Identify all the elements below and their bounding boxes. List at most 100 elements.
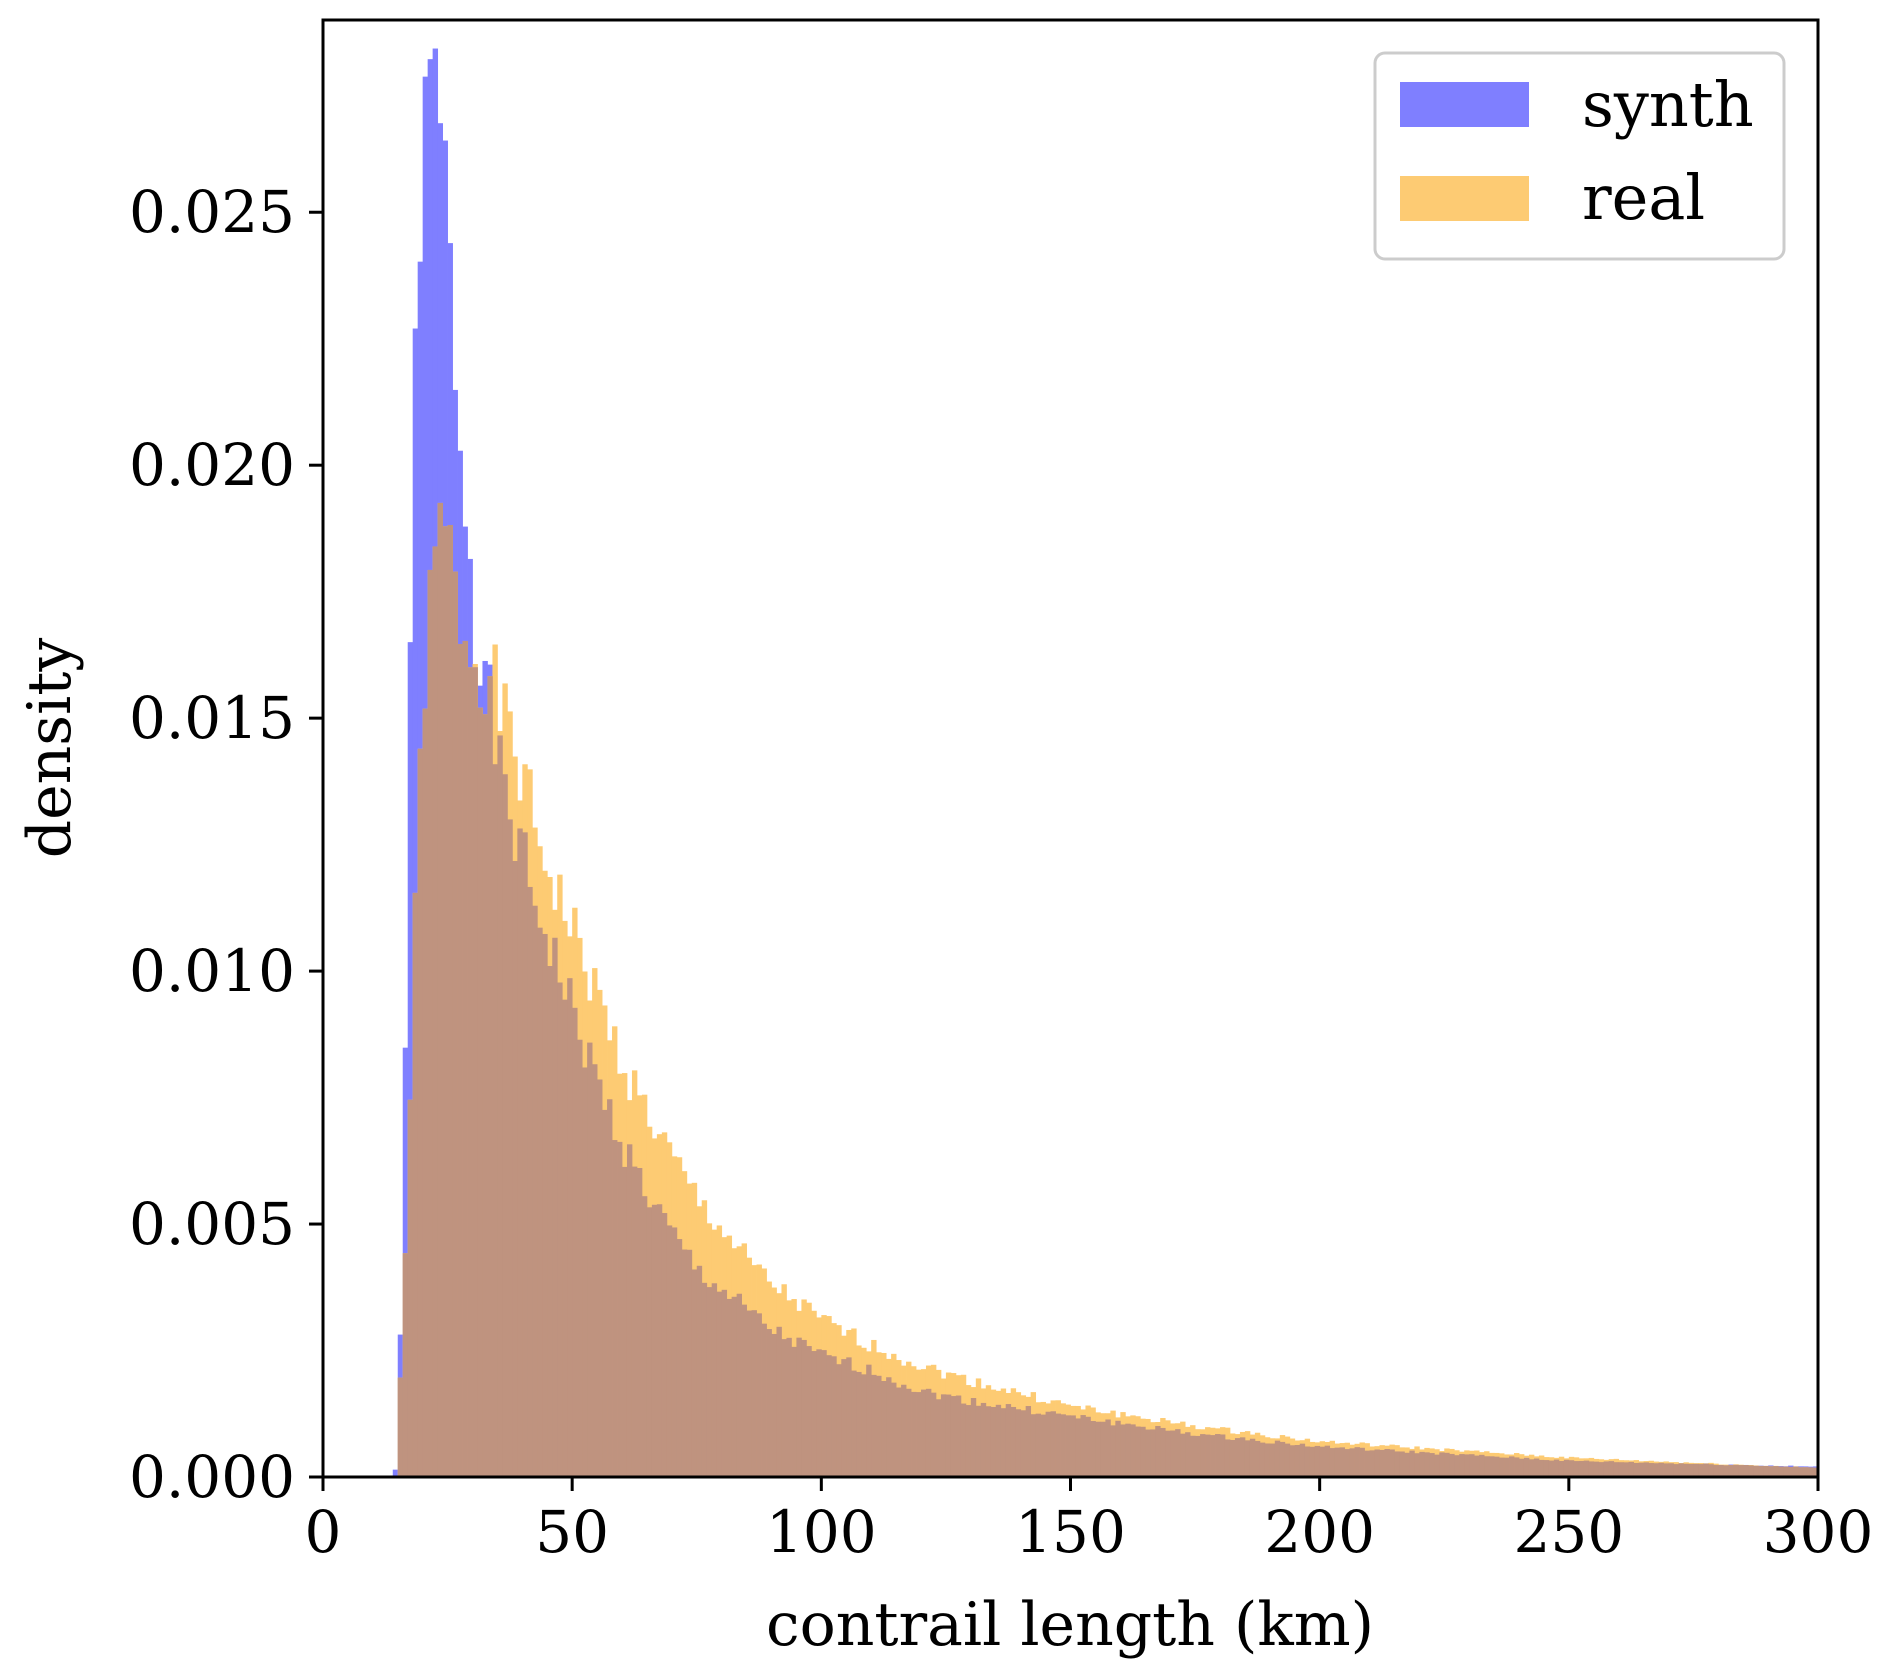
overlap-bar	[432, 546, 439, 1477]
overlap-bar	[602, 1109, 608, 1477]
synth-bar	[392, 1469, 399, 1477]
legend-swatch-synth	[1400, 82, 1529, 127]
overlap-bar	[1200, 1434, 1206, 1477]
overlap-bar	[1509, 1456, 1515, 1477]
overlap-bar	[1239, 1437, 1246, 1477]
overlap-bar	[911, 1391, 917, 1477]
overlap-bar	[1035, 1413, 1041, 1477]
overlap-bar	[1259, 1442, 1266, 1477]
overlap-bar	[681, 1249, 688, 1477]
overlap-bar	[886, 1377, 892, 1477]
overlap-bar	[457, 643, 463, 1477]
synth-bar	[407, 642, 414, 1477]
overlap-bar	[612, 1140, 618, 1477]
overlap-bar	[791, 1346, 797, 1477]
overlap-bar	[1758, 1465, 1764, 1477]
overlap-bar	[577, 1039, 583, 1477]
overlap-bar	[861, 1374, 867, 1477]
overlap-bar	[935, 1399, 942, 1477]
overlap-bar	[691, 1269, 698, 1477]
overlap-bar	[1409, 1450, 1415, 1477]
overlap-bar	[1578, 1460, 1585, 1477]
overlap-bar	[1220, 1434, 1226, 1477]
x-axis-ticks: 0 50 100 150 200 250 300	[305, 1477, 1873, 1566]
overlap-bar	[741, 1304, 747, 1477]
overlap-bar	[1205, 1434, 1211, 1477]
overlap-bar	[1215, 1434, 1221, 1477]
overlap-bar	[1424, 1452, 1430, 1477]
overlap-bar	[517, 828, 523, 1477]
overlap-bar	[1095, 1421, 1101, 1477]
overlap-bar	[1264, 1443, 1271, 1477]
overlap-bar	[1593, 1461, 1600, 1477]
overlap-bar	[1389, 1449, 1395, 1477]
overlap-bar	[1728, 1465, 1734, 1477]
overlap-bar	[891, 1382, 897, 1477]
overlap-bar	[881, 1380, 887, 1477]
overlap-bar	[417, 748, 424, 1477]
overlap-bar	[507, 819, 513, 1477]
overlap-bar	[945, 1394, 952, 1477]
overlap-bar	[706, 1287, 713, 1477]
overlap-bar	[1354, 1447, 1360, 1477]
overlap-bar	[1693, 1463, 1699, 1477]
overlap-bar	[1195, 1435, 1201, 1477]
overlap-bar	[1618, 1462, 1625, 1477]
overlap-bar	[1683, 1463, 1689, 1477]
overlap-bar	[651, 1204, 658, 1477]
overlap-bar	[1050, 1411, 1056, 1477]
overlap-bar	[397, 1377, 404, 1477]
overlap-bar	[1718, 1464, 1724, 1477]
overlap-bar	[1469, 1454, 1475, 1477]
overlap-bar	[711, 1283, 718, 1477]
overlap-bar	[1274, 1440, 1281, 1477]
overlap-bar	[477, 707, 483, 1477]
overlap-bar	[1140, 1426, 1146, 1477]
overlap-bar	[626, 1144, 633, 1477]
overlap-bar	[1528, 1459, 1535, 1477]
y-tick-label: 0.005	[129, 1190, 295, 1258]
overlap-bar	[1454, 1455, 1460, 1477]
overlap-bar	[871, 1374, 877, 1477]
overlap-bar	[1075, 1418, 1081, 1477]
overlap-bar	[1573, 1461, 1580, 1477]
overlap-bar	[1329, 1448, 1336, 1477]
overlap-bar	[1120, 1424, 1126, 1477]
overlap-bar	[960, 1403, 967, 1477]
overlap-bar	[1249, 1438, 1256, 1477]
overlap-bar	[1185, 1432, 1191, 1477]
overlap-bar	[1234, 1438, 1241, 1477]
overlap-bar	[1165, 1430, 1171, 1477]
overlap-bar	[1065, 1415, 1071, 1477]
overlap-bar	[1284, 1443, 1291, 1477]
overlap-bar	[587, 1042, 593, 1477]
overlap-bar	[1130, 1424, 1136, 1477]
overlap-bar	[731, 1296, 738, 1477]
overlap-bar	[532, 905, 538, 1477]
overlap-bar	[1334, 1447, 1340, 1477]
overlap-bar	[1414, 1453, 1420, 1477]
overlap-bar	[1369, 1450, 1375, 1477]
overlap-bar	[1598, 1462, 1605, 1477]
overlap-bar	[1090, 1420, 1096, 1477]
overlap-bar	[1688, 1463, 1694, 1477]
overlap-bar	[1429, 1453, 1435, 1477]
overlap-bar	[930, 1392, 937, 1477]
overlap-bar	[1494, 1456, 1500, 1477]
overlap-bar	[781, 1339, 787, 1477]
overlap-bar	[572, 1007, 578, 1477]
overlap-bar	[1319, 1446, 1326, 1477]
overlap-bar	[492, 764, 498, 1477]
overlap-bar	[512, 860, 518, 1477]
x-axis-label: contrail length (km)	[766, 1590, 1374, 1660]
overlap-bar	[1224, 1439, 1231, 1477]
overlap-bar	[1519, 1458, 1525, 1477]
overlap-bar	[1743, 1465, 1749, 1477]
overlap-bar	[557, 982, 563, 1477]
overlap-bar	[1045, 1411, 1051, 1477]
overlap-bar	[427, 569, 434, 1477]
overlap-bar	[995, 1404, 1002, 1477]
overlap-bar	[1798, 1467, 1804, 1477]
overlap-bar	[1633, 1462, 1639, 1477]
overlap-bar	[1588, 1461, 1595, 1477]
